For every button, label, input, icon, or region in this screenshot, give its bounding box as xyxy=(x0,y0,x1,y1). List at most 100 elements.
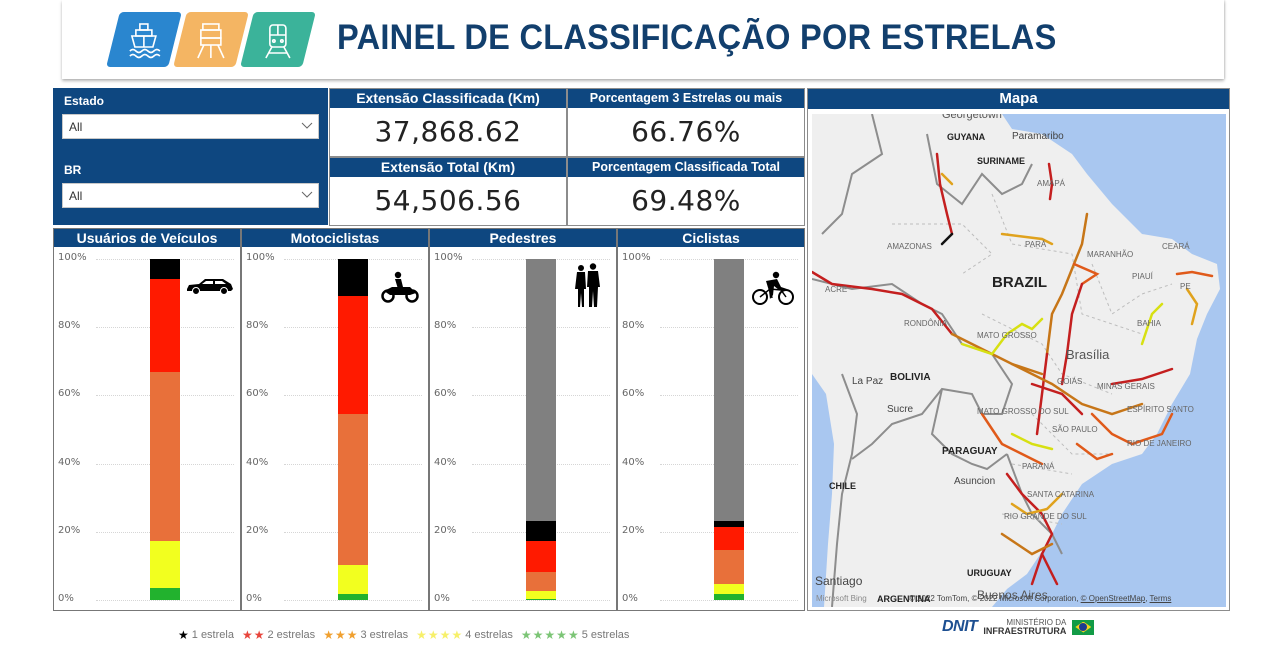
kpi-value: 66.76% xyxy=(631,115,741,148)
header-logos xyxy=(106,12,316,68)
svg-text:SÃO PAULO: SÃO PAULO xyxy=(1052,425,1098,434)
gridline xyxy=(660,600,798,601)
legend-label: 3 estrelas xyxy=(360,629,409,641)
bar-segment-5-estrelas[interactable] xyxy=(714,593,744,600)
y-tick-label: 0% xyxy=(622,593,638,604)
y-tick-label: 20% xyxy=(622,524,645,536)
bar-segment-5-estrelas[interactable] xyxy=(526,598,556,600)
stacked-bar[interactable] xyxy=(714,259,744,600)
y-tick-label: 100% xyxy=(622,252,651,263)
bar-segment-2-estrelas[interactable] xyxy=(338,296,368,414)
y-tick-label: 100% xyxy=(246,252,275,263)
bar-segment-4-estrelas[interactable] xyxy=(150,540,180,589)
svg-text:CHILE: CHILE xyxy=(829,481,856,491)
chart-title: Ciclistas xyxy=(618,229,804,247)
svg-text:ARGENTINA: ARGENTINA xyxy=(877,594,931,604)
bar-segment-4-estrelas[interactable] xyxy=(526,590,556,599)
star-icon: ★ xyxy=(178,628,190,642)
bar-segment-2-estrelas[interactable] xyxy=(714,526,744,550)
bar-segment-4-estrelas[interactable] xyxy=(714,584,744,594)
chart-title: Pedestres xyxy=(430,229,616,247)
svg-text:PARAGUAY: PARAGUAY xyxy=(942,446,998,457)
kpi-label: Porcentagem Classificada Total xyxy=(568,158,804,177)
br-value: All xyxy=(69,189,83,203)
ministerio-logo: MINISTÉRIO DA INFRAESTRUTURA xyxy=(983,618,1066,636)
svg-text:SURINAME: SURINAME xyxy=(977,156,1025,166)
chart-plot: 0% 20% 40% 60% 80% 100% xyxy=(242,247,428,610)
star-icon: ★★★ xyxy=(323,628,359,642)
stacked-bar[interactable] xyxy=(150,259,180,600)
legend-item: ★★★★★ 5 estrelas xyxy=(521,628,630,642)
svg-text:BOLIVIA: BOLIVIA xyxy=(890,372,931,383)
stars-legend: ★ 1 estrela ★★ 2 estrelas ★★★ 3 estrelas ★★★★ 4… xyxy=(178,628,629,642)
y-tick-label: 60% xyxy=(246,388,269,400)
map-canvas[interactable]: Georgetown GUYANA Paramaribo SURINAME AM… xyxy=(812,114,1226,607)
svg-text:BAHIA: BAHIA xyxy=(1137,319,1162,328)
bar-segment-3-estrelas[interactable] xyxy=(338,413,368,565)
ministerio-line1: MINISTÉRIO DA xyxy=(1006,618,1067,627)
chart-ciclistas: Ciclistas 0% 20% 40% 60% 80% 100% xyxy=(617,228,805,611)
svg-text:Paramaribo: Paramaribo xyxy=(1012,131,1064,142)
chart-title: Usuários de Veículos xyxy=(54,229,240,247)
kpi-extensao-total: Extensão Total (Km) 54,506.56 xyxy=(329,157,567,226)
svg-text:PE: PE xyxy=(1180,282,1191,291)
svg-text:PIAUÍ: PIAUÍ xyxy=(1132,272,1154,281)
bar-segment-1-estrela[interactable] xyxy=(338,259,368,297)
filters-panel: Estado All BR All xyxy=(53,88,328,225)
bar-segment-1-estrela[interactable] xyxy=(714,520,744,527)
bar-segment-4-estrelas[interactable] xyxy=(338,564,368,594)
bar-segment-2-estrelas[interactable] xyxy=(150,279,180,373)
estado-dropdown[interactable]: All xyxy=(62,114,319,139)
bar-segment-1-estrela[interactable] xyxy=(526,520,556,541)
stacked-bar[interactable] xyxy=(526,259,556,600)
kpi-label: Extensão Total (Km) xyxy=(330,158,566,177)
kpi-porcentagem-3-estrelas: Porcentagem 3 Estrelas ou mais 66.76% xyxy=(567,88,805,157)
svg-text:Asuncion: Asuncion xyxy=(954,476,995,487)
kpi-extensao-classificada: Extensão Classificada (Km) 37,868.62 xyxy=(329,88,567,157)
svg-text:AMAPÁ: AMAPÁ xyxy=(1037,179,1066,188)
y-tick-label: 100% xyxy=(434,252,463,263)
kpi-value: 69.48% xyxy=(631,184,741,217)
legend-item: ★★ 2 estrelas xyxy=(242,628,315,642)
bar-segment-5-estrelas[interactable] xyxy=(338,593,368,600)
kpi-porcentagem-classificada: Porcentagem Classificada Total 69.48% xyxy=(567,157,805,226)
bar-segment-3-estrelas[interactable] xyxy=(150,372,180,541)
chart-plot: 0% 20% 40% 60% 80% 100% xyxy=(54,247,240,610)
y-tick-label: 80% xyxy=(434,320,457,332)
train-car-icon xyxy=(173,12,249,67)
stacked-bar[interactable] xyxy=(338,259,368,600)
page-title: PAINEL DE CLASSIFICAÇÃO POR ESTRELAS xyxy=(337,18,1057,57)
br-dropdown[interactable]: All xyxy=(62,183,319,208)
motorcycle-icon xyxy=(380,271,420,307)
dnit-logo: DNIT xyxy=(942,618,978,635)
y-tick-label: 40% xyxy=(246,456,269,468)
bar-segment-3-estrelas[interactable] xyxy=(714,549,744,584)
gridline xyxy=(284,600,422,601)
svg-text:Buenos Aires: Buenos Aires xyxy=(977,588,1048,602)
kpi-value: 54,506.56 xyxy=(374,184,522,217)
y-tick-label: 60% xyxy=(622,388,645,400)
terms-link[interactable]: Terms xyxy=(1149,594,1172,603)
kpi-label: Extensão Classificada (Km) xyxy=(330,89,566,108)
svg-text:MATO GROSSO DO SUL: MATO GROSSO DO SUL xyxy=(977,407,1069,416)
bar-segment-1-estrela[interactable] xyxy=(150,259,180,280)
svg-text:Sucre: Sucre xyxy=(887,404,914,415)
star-icon: ★★ xyxy=(241,628,266,642)
bar-segment-não-classificado[interactable] xyxy=(526,259,556,521)
svg-text:CEARÁ: CEARÁ xyxy=(1162,242,1190,251)
osm-link[interactable]: © OpenStreetMap xyxy=(1080,594,1146,603)
map-panel: Mapa xyxy=(807,88,1230,611)
bar-segment-5-estrelas[interactable] xyxy=(150,588,180,600)
svg-text:URUGUAY: URUGUAY xyxy=(967,568,1012,578)
y-tick-label: 80% xyxy=(622,320,645,332)
bar-segment-não-classificado[interactable] xyxy=(714,259,744,521)
ministerio-line2: INFRAESTRUTURA xyxy=(983,626,1067,636)
y-tick-label: 60% xyxy=(58,388,81,400)
svg-text:GUYANA: GUYANA xyxy=(947,132,986,142)
legend-item: ★★★ 3 estrelas xyxy=(323,628,408,642)
bar-segment-3-estrelas[interactable] xyxy=(526,571,556,591)
y-tick-label: 20% xyxy=(434,524,457,536)
y-tick-label: 0% xyxy=(434,593,450,604)
bar-segment-2-estrelas[interactable] xyxy=(526,540,556,572)
pedestrians-icon xyxy=(574,263,602,313)
